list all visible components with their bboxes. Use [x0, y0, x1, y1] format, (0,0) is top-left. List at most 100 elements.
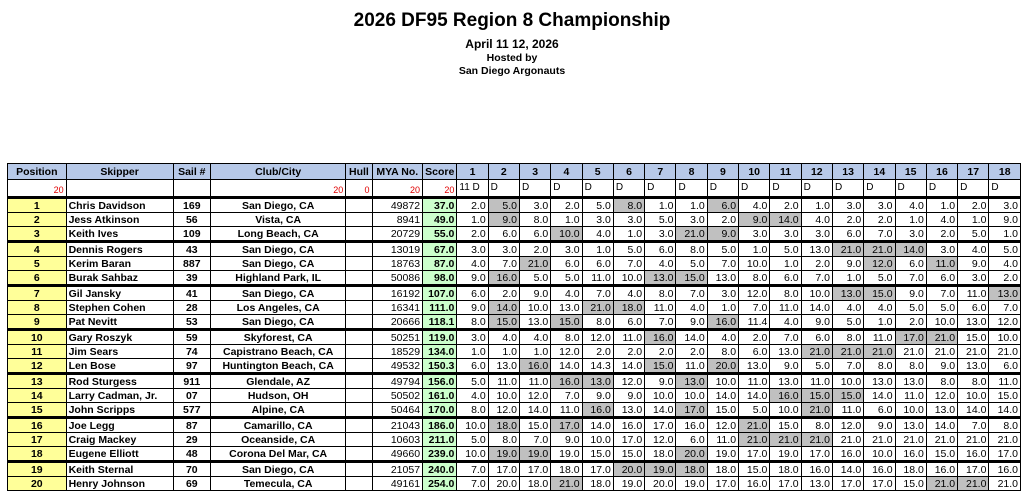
position-cell: 14 [7, 388, 67, 403]
skipper-cell: Keith Ives [65, 226, 174, 242]
race-score-cell: 17.0 [957, 460, 990, 477]
race-score-cell: 18.0 [644, 446, 677, 462]
race-score-cell: 21.0 [988, 432, 1021, 447]
skipper-cell: John Scripps [65, 402, 174, 418]
position-cell: 6 [7, 270, 67, 286]
race-score-cell: 10.0 [769, 402, 802, 418]
race-score-cell: 14.0 [612, 358, 646, 374]
race-score-cell: 3.0 [894, 226, 927, 242]
race-score-cell: 21.0 [894, 344, 927, 359]
race-score-cell: 21.0 [831, 240, 865, 257]
mya-cell: 49660 [371, 446, 424, 462]
sail-cell: 56 [172, 212, 211, 227]
race-score-cell: 19.0 [675, 476, 708, 491]
sail-cell: 69 [172, 476, 211, 491]
table-row: 19 Keith Sternal 70 San Diego, CA 21057 240.0… [7, 460, 1021, 477]
race-score-cell: 4.0 [738, 196, 771, 213]
race-score-cell: 12.0 [863, 256, 896, 271]
race-score-cell: 19.0 [706, 446, 740, 462]
race-score-cell: 12.0 [925, 388, 959, 403]
race-score-cell: 6.0 [456, 358, 489, 374]
race-score-cell: 1.0 [988, 226, 1021, 242]
race-score-cell: 6.0 [738, 344, 771, 359]
race-score-cell: 16.0 [863, 460, 896, 477]
race-score-cell: 17.0 [550, 416, 583, 433]
race-score-cell: 13.0 [894, 372, 927, 389]
race-score-cell: 6.0 [769, 270, 802, 286]
race-score-cell: 4.0 [675, 300, 708, 315]
position-cell: 9 [7, 314, 67, 330]
column-header-race-2: 2 [487, 163, 520, 180]
hull-cell [345, 388, 373, 403]
sail-cell: 29 [172, 432, 211, 447]
score-cell: 239.0 [422, 446, 458, 462]
race-score-cell: 21.0 [550, 476, 583, 491]
score-cell: 119.0 [422, 328, 458, 345]
club-cell: San Diego, CA [209, 460, 347, 477]
race-score-cell: 11.0 [644, 300, 677, 315]
race-score-cell: 21.0 [925, 344, 959, 359]
race-score-cell: 4.0 [612, 284, 646, 301]
race-score-cell: 11.4 [738, 314, 771, 330]
score-cell: 37.0 [422, 196, 458, 213]
race-score-cell: 3.0 [550, 240, 583, 257]
race-score-cell: 12.0 [518, 388, 552, 403]
race-score-cell: 8.0 [675, 240, 708, 257]
skipper-cell: Joe Legg [65, 416, 174, 433]
race-score-cell: 4.0 [550, 284, 583, 301]
race-score-cell: 7.0 [988, 300, 1021, 315]
race-discard-marker: D [925, 179, 959, 198]
position-cell: 3 [7, 226, 67, 242]
hull-cell [345, 284, 373, 301]
race-score-cell: 9.0 [800, 314, 833, 330]
race-score-cell: 11.0 [581, 270, 614, 286]
race-score-cell: 10.0 [644, 388, 677, 403]
race-discard-marker: D [831, 179, 865, 198]
race-score-cell: 5.0 [925, 300, 959, 315]
race-score-cell: 21.0 [738, 432, 771, 447]
race-score-cell: 14.0 [518, 402, 552, 418]
race-score-cell: 6.0 [831, 226, 865, 242]
position-cell: 8 [7, 300, 67, 315]
hull-cell [345, 460, 373, 477]
race-score-cell: 8.0 [863, 358, 896, 374]
mya-cell: 20666 [371, 314, 424, 330]
race-score-cell: 7.0 [487, 256, 520, 271]
score-cell: 186.0 [422, 416, 458, 433]
race-score-cell: 9.0 [675, 314, 708, 330]
race-score-cell: 21.0 [925, 432, 959, 447]
race-score-cell: 15.0 [518, 416, 552, 433]
race-score-cell: 2.0 [831, 212, 865, 227]
race-score-cell: 16.0 [925, 460, 959, 477]
race-score-cell: 16.0 [738, 476, 771, 491]
position-cell: 12 [7, 358, 67, 374]
race-discard-marker: D [518, 179, 552, 198]
club-cell: San Diego, CA [209, 284, 347, 301]
race-score-cell: 10.0 [456, 416, 489, 433]
race-score-cell: 5.0 [800, 358, 833, 374]
score-cell: 87.0 [422, 256, 458, 271]
race-score-cell: 13.0 [487, 358, 520, 374]
race-score-cell: 14.0 [894, 240, 927, 257]
mya-cell: 50251 [371, 328, 424, 345]
race-score-cell: 9.0 [925, 358, 959, 374]
race-score-cell: 9.0 [612, 388, 646, 403]
column-header-skipper: Skipper [65, 163, 174, 180]
race-score-cell: 16.0 [894, 446, 927, 462]
race-score-cell: 11.0 [487, 372, 520, 389]
club-cell: Los Angeles, CA [209, 300, 347, 315]
race-score-cell: 15.0 [800, 388, 833, 403]
position-cell: 20 [7, 476, 67, 491]
race-score-cell: 4.0 [518, 328, 552, 345]
column-header-race-6: 6 [612, 163, 646, 180]
column-header-race-8: 8 [675, 163, 708, 180]
column-header-race-10: 10 [738, 163, 771, 180]
race-score-cell: 9.0 [863, 416, 896, 433]
race-score-cell: 16.0 [800, 460, 833, 477]
race-score-cell: 12.0 [831, 416, 865, 433]
race-score-cell: 6.0 [706, 196, 740, 213]
race-score-cell: 8.0 [831, 328, 865, 345]
race-score-cell: 13.0 [738, 358, 771, 374]
race-score-cell: 20.0 [487, 476, 520, 491]
mya-cell: 20729 [371, 226, 424, 242]
